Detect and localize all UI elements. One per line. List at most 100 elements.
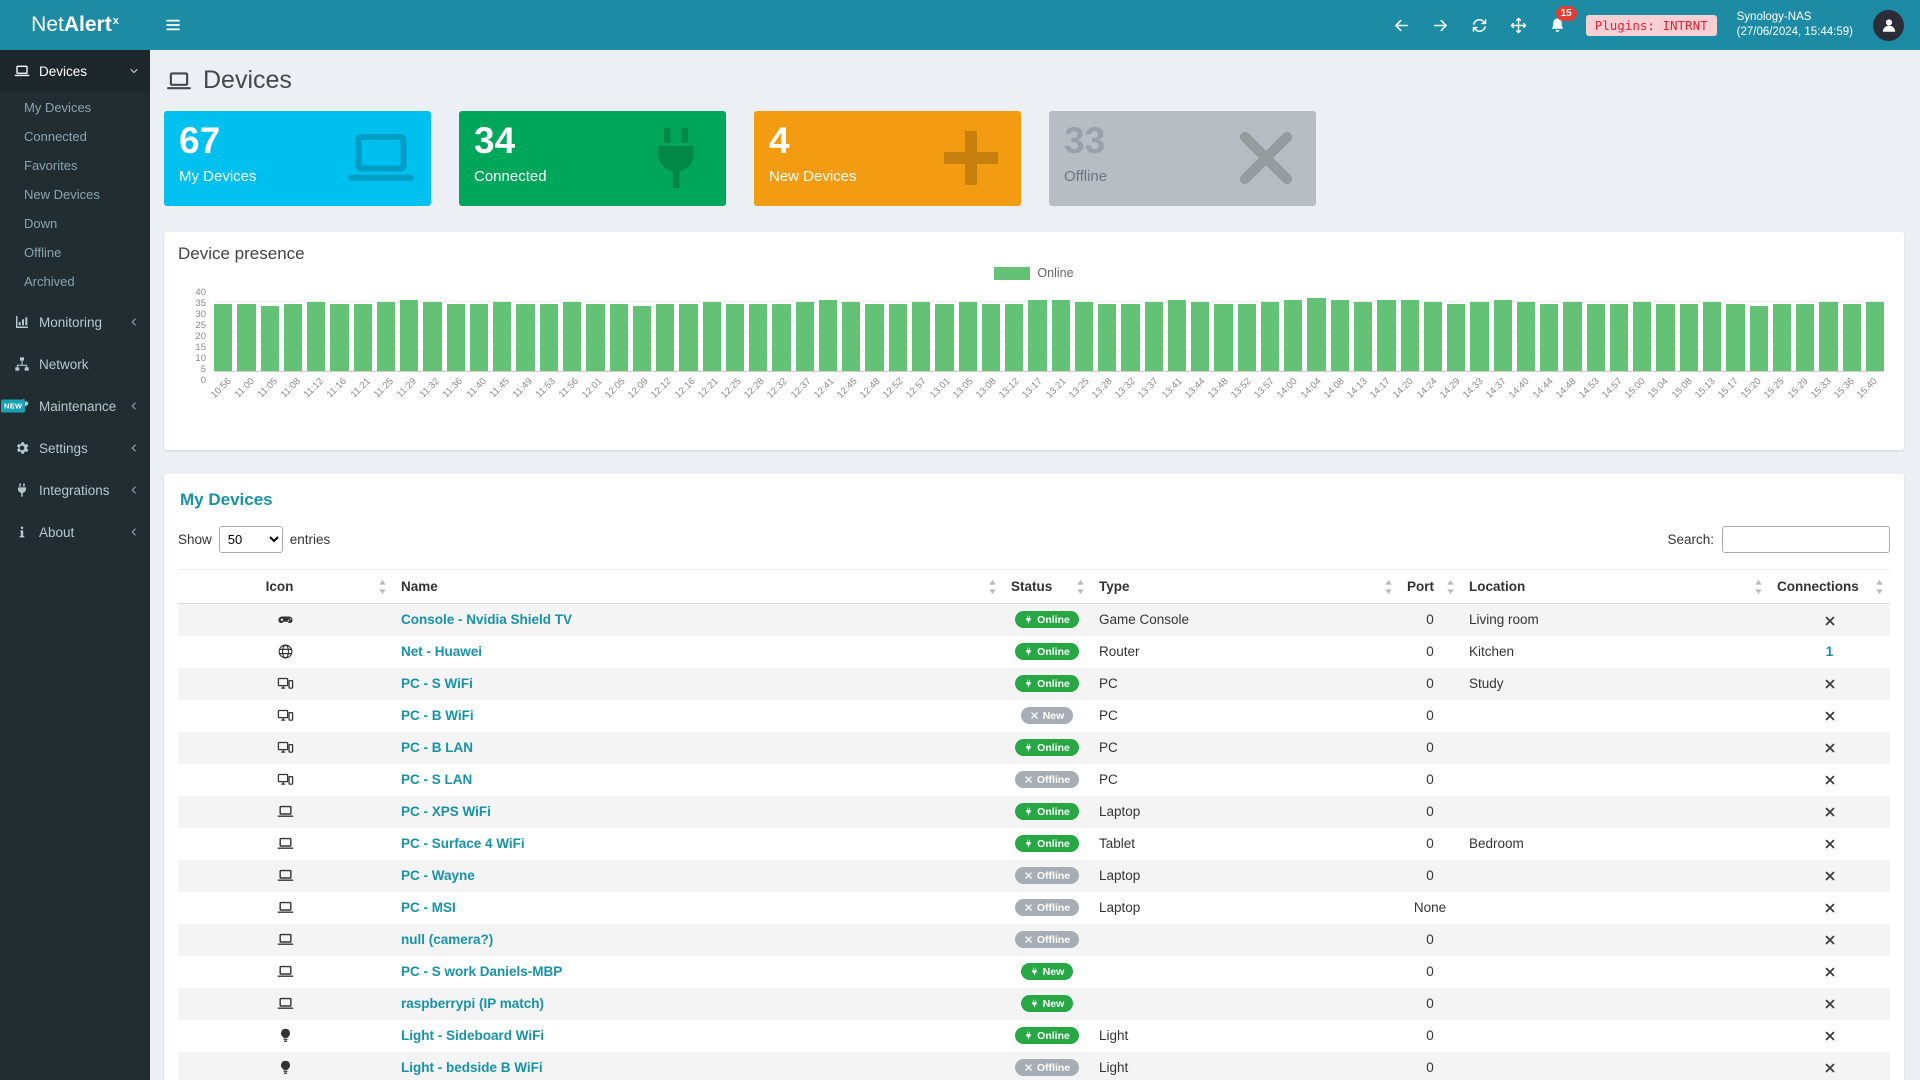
device-name-link[interactable]: PC - B LAN — [401, 740, 473, 755]
chart-bar — [609, 303, 628, 371]
sidebar-subitem-offline[interactable]: Offline — [24, 245, 62, 260]
device-name-link[interactable]: PC - S WiFi — [401, 676, 473, 691]
device-type: Light — [1099, 1060, 1129, 1075]
x-icon — [1824, 934, 1836, 946]
device-row: PC - S WiFi Online PC 0 Study — [178, 667, 1890, 700]
laptop-icon — [277, 963, 294, 980]
device-location — [1461, 1052, 1769, 1080]
column-header-type[interactable]: Type — [1091, 569, 1399, 604]
device-row: PC - B LAN Online PC 0 — [178, 731, 1890, 764]
laptop-icon — [277, 867, 294, 884]
show-label: Show — [178, 532, 212, 547]
chart-icon — [14, 314, 30, 330]
device-name-link[interactable]: Net - Huawei — [401, 644, 483, 659]
chart-bar — [795, 301, 814, 371]
stat-value: 33 — [1064, 120, 1106, 161]
device-row: raspberrypi (IP match) New 0 — [178, 987, 1890, 1020]
plugins-badge[interactable]: Plugins: INTRNT — [1585, 14, 1717, 36]
column-header-port[interactable]: Port — [1399, 569, 1461, 604]
device-name-link[interactable]: PC - Surface 4 WiFi — [401, 836, 525, 851]
user-avatar[interactable] — [1873, 9, 1904, 41]
column-header-location[interactable]: Location — [1461, 569, 1769, 604]
device-connections — [1769, 604, 1890, 636]
sidebar-item-maintenance[interactable]: NEW Maintenance — [0, 385, 150, 427]
connections-count-link[interactable]: 1 — [1825, 644, 1834, 659]
device-location: Living room — [1469, 612, 1539, 628]
hamburger-icon — [164, 16, 182, 34]
sidebar-item-devices[interactable]: Devices — [0, 50, 150, 92]
sidebar-item-monitoring[interactable]: Monitoring — [0, 301, 150, 343]
device-name-link[interactable]: PC - XPS WiFi — [401, 804, 491, 819]
desktop-icon — [277, 675, 294, 692]
search-input[interactable] — [1722, 526, 1890, 553]
stat-box-my-devices[interactable]: 67 My Devices — [164, 111, 431, 206]
column-header-status[interactable]: Status — [1003, 569, 1091, 604]
status-badge: Online — [1015, 611, 1079, 629]
status-badge: Online — [1015, 675, 1079, 692]
device-name-link[interactable]: raspberrypi (IP match) — [401, 996, 545, 1011]
chart-bar — [842, 301, 861, 371]
chart-bar — [1354, 301, 1373, 371]
brand-logo[interactable]: Net Alert x — [0, 0, 150, 50]
device-name-link[interactable]: Console - Nvidia Shield TV — [401, 612, 573, 628]
device-port: None — [1413, 900, 1447, 915]
device-name-link[interactable]: PC - B WiFi — [401, 708, 474, 723]
chart-bar — [516, 303, 535, 371]
column-header-name[interactable]: Name — [393, 569, 1003, 604]
device-row: PC - Surface 4 WiFi Online Tablet 0 Bedr… — [178, 828, 1890, 860]
device-name-link[interactable]: Light - bedside B WiFi — [401, 1060, 543, 1075]
device-location — [1461, 988, 1769, 1020]
device-location — [1461, 796, 1769, 828]
sidebar-item-label: Devices — [39, 63, 88, 79]
column-header-label: Type — [1099, 579, 1130, 594]
stat-box-offline[interactable]: 33 Offline — [1049, 111, 1316, 206]
x-icon — [1030, 711, 1039, 720]
sidebar-subitem-favorites[interactable]: Favorites — [24, 158, 78, 173]
column-header-label: Status — [1011, 579, 1053, 594]
x-icon — [1824, 966, 1836, 978]
sidebar: Devices My Devices Connected Favorites New D… — [0, 50, 150, 1080]
plug-icon — [1024, 1031, 1033, 1040]
device-name-link[interactable]: Light - Sideboard WiFi — [401, 1028, 545, 1043]
sidebar-subitem-connected[interactable]: Connected — [24, 129, 87, 144]
sync-button[interactable] — [1471, 17, 1488, 34]
device-name-link[interactable]: null (camera?) — [401, 932, 494, 947]
sidebar-subitem-down[interactable]: Down — [24, 216, 58, 231]
bell-icon — [1549, 17, 1566, 34]
arrow-left-button[interactable] — [1393, 17, 1410, 34]
chart-bar — [1074, 301, 1094, 371]
status-badge: New — [1020, 963, 1074, 980]
stat-box-connected[interactable]: 34 Connected — [459, 111, 726, 206]
sidebar-subitem-archived[interactable]: Archived — [24, 274, 75, 289]
chart-bar — [1865, 301, 1885, 371]
move-button[interactable] — [1510, 17, 1527, 34]
chart-bars — [214, 292, 1885, 371]
stat-box-new-devices[interactable]: 4 New Devices — [754, 111, 1021, 206]
arrow-right-button[interactable] — [1432, 17, 1449, 34]
sidebar-item-settings[interactable]: Settings — [0, 427, 150, 469]
sidebar-item-network[interactable]: Network — [0, 343, 150, 385]
status-label: New — [1042, 709, 1065, 722]
device-connections — [1769, 668, 1890, 700]
column-header-connections[interactable]: Connections — [1769, 569, 1890, 604]
device-name-link[interactable]: PC - MSI — [401, 900, 456, 915]
chart-bar — [656, 303, 675, 371]
sidebar-subitem-new-devices[interactable]: New Devices — [24, 187, 100, 202]
page-length-select[interactable]: 50 — [218, 526, 283, 553]
status-badge: Online — [1015, 643, 1079, 660]
device-name-link[interactable]: PC - S LAN — [401, 772, 473, 787]
hamburger-menu-button[interactable] — [150, 0, 196, 50]
sidebar-item-integrations[interactable]: Integrations — [0, 469, 150, 511]
device-type: Laptop — [1099, 900, 1141, 915]
y-tick-label: 5 — [200, 364, 206, 375]
device-name-link[interactable]: PC - Wayne — [401, 868, 475, 883]
column-header-icon[interactable]: Icon — [178, 569, 393, 604]
device-type: Game Console — [1099, 612, 1190, 628]
y-tick-label: 10 — [195, 353, 206, 364]
bell-button[interactable]: 15 — [1549, 5, 1577, 34]
device-name-link[interactable]: PC - S work Daniels-MBP — [401, 964, 563, 979]
sidebar-item-about[interactable]: About — [0, 511, 150, 553]
device-type: PC — [1099, 708, 1118, 723]
chevron-left-icon — [128, 316, 140, 328]
sidebar-subitem-my-devices[interactable]: My Devices — [24, 100, 92, 115]
